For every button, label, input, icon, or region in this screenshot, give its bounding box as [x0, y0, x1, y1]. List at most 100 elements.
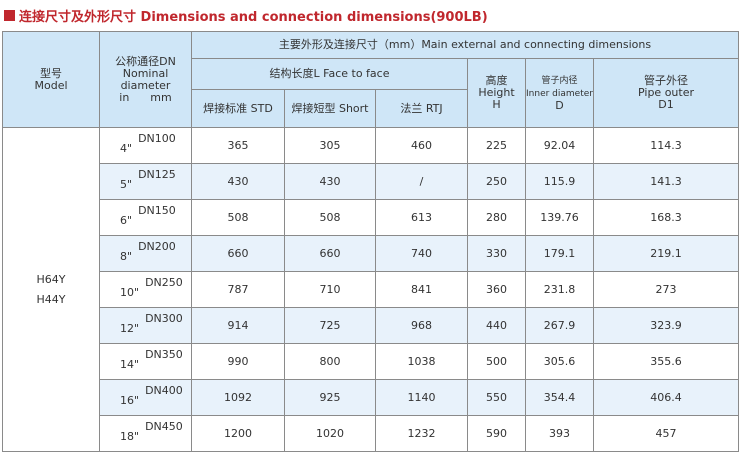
rtj-cell: 460 [375, 127, 468, 164]
std-cell: 787 [191, 271, 285, 308]
height-header-sym: H [492, 98, 501, 111]
short-cell: 800 [284, 343, 376, 380]
outer-diameter-cell: 141.3 [593, 163, 739, 200]
dn-value: DN250 [145, 275, 183, 289]
inner-diameter-header-en: Inner diameter [526, 89, 593, 99]
square-bullet-icon [4, 9, 15, 21]
dn-cell: 14" DN350 [99, 343, 192, 380]
model-name: H44Y [36, 292, 66, 306]
std-cell: 660 [191, 235, 285, 272]
dn-header-cn: 公称通径DN [115, 54, 176, 68]
table-row: 8" DN200 660 660 740 330 179.1 219.1 [3, 235, 739, 272]
outer-diameter-cell: 457 [593, 415, 739, 452]
table-row: 6" DN150 508 508 613 280 139.76 168.3 [3, 199, 739, 236]
inner-diameter-cell: 139.76 [525, 199, 594, 236]
std-cell: 990 [191, 343, 285, 380]
height-cell: 360 [467, 271, 526, 308]
inch-value: 8" [120, 249, 133, 263]
inner-diameter-header-sym: D [555, 99, 564, 112]
inner-diameter-header-cn: 管子内径 [541, 76, 578, 86]
dn-cell: 18" DN450 [99, 415, 192, 452]
height-cell: 500 [467, 343, 526, 380]
rtj-header: 法兰 RTJ [375, 89, 468, 128]
height-cell: 590 [467, 415, 526, 452]
dn-cell: 12" DN300 [99, 307, 192, 344]
inch-value: 6" [120, 213, 133, 227]
outer-diameter-cell: 406.4 [593, 379, 739, 416]
table-row: H64Y H44Y 4"DN100 365 305 460 225 92.04 … [2, 127, 739, 452]
outer-diameter-cell: 219.1 [593, 235, 739, 272]
dn-value: DN400 [145, 383, 183, 397]
inner-diameter-header: 管子内径 Inner diameter D [525, 58, 594, 128]
outer-diameter-cell: 168.3 [593, 199, 739, 236]
dn-cell: 5" DN125 [99, 163, 192, 200]
dn-header: 公称通径DN Nominal diameter in mm [99, 31, 192, 128]
dn-value: DN200 [138, 239, 176, 253]
outer-diameter-cell: 355.6 [593, 343, 739, 380]
dn-value: DN100 [138, 131, 176, 145]
inner-diameter-cell: 305.6 [525, 343, 594, 380]
height-cell: 330 [467, 235, 526, 272]
header-row-1: 型号 Model 公称通径DN Nominal diameter in mm 主… [2, 31, 739, 128]
outer-diameter-header-sym: D1 [658, 98, 674, 111]
table-row: 10" DN250 787 710 841 360 231.8 273 [3, 271, 739, 308]
short-cell: 1020 [284, 415, 376, 452]
outer-diameter-header-en: Pipe outer [638, 86, 694, 99]
height-cell: 225 [467, 127, 526, 164]
height-cell: 250 [467, 163, 526, 200]
dn-value: DN125 [138, 167, 176, 181]
height-header: 高度 Height H [467, 58, 526, 128]
dn-value: DN350 [145, 347, 183, 361]
rtj-cell: 841 [375, 271, 468, 308]
inch-value: 16" [120, 393, 140, 407]
inch-value: 14" [120, 357, 140, 371]
dn-header-en2: diameter [120, 78, 171, 92]
short-header: 焊接短型 Short [284, 89, 376, 128]
main-dimensions-header: 主要外形及连接尺寸（mm）Main external and connectin… [191, 31, 739, 59]
table-row: 16" DN400 1092 925 1140 550 354.4 406.4 [3, 379, 739, 416]
dn-value: DN450 [145, 419, 183, 433]
dn-cell: 16" DN400 [99, 379, 192, 416]
rtj-cell: 1038 [375, 343, 468, 380]
outer-diameter-cell: 323.9 [593, 307, 739, 344]
inch-value: 5" [120, 177, 133, 191]
model-header: 型号 Model [2, 31, 100, 128]
std-cell: 1200 [191, 415, 285, 452]
face-to-face-header: 结构长度L Face to face [191, 58, 468, 90]
inch-value: 4" [120, 141, 133, 155]
rtj-cell: 968 [375, 307, 468, 344]
table-row: 12" DN300 914 725 968 440 267.9 323.9 [3, 307, 739, 344]
dimensions-table: 型号 Model 公称通径DN Nominal diameter in mm 主… [2, 31, 739, 452]
inner-diameter-cell: 267.9 [525, 307, 594, 344]
dn-cell: 6" DN150 [99, 199, 192, 236]
model-cell: H64Y H44Y [2, 127, 100, 452]
short-cell: 710 [284, 271, 376, 308]
inch-value: 10" [120, 285, 140, 299]
inner-diameter-cell: 231.8 [525, 271, 594, 308]
outer-diameter-cell: 273 [593, 271, 739, 308]
dn-header-en3: in mm [119, 90, 172, 104]
table-row: 14" DN350 990 800 1038 500 305.6 355.6 [3, 343, 739, 380]
dn-header-en1: Nominal [122, 66, 169, 80]
std-cell: 430 [191, 163, 285, 200]
outer-diameter-header-cn: 管子外径 [644, 74, 688, 87]
short-cell: 430 [284, 163, 376, 200]
dn-cell: 8" DN200 [99, 235, 192, 272]
rtj-cell: 1232 [375, 415, 468, 452]
table-row: 18" DN450 1200 1020 1232 590 393 457 [3, 415, 739, 452]
dn-value: DN300 [145, 311, 183, 325]
model-header-en: Model [34, 78, 68, 92]
inch-value: 12" [120, 321, 140, 335]
dn-cell: 10" DN250 [99, 271, 192, 308]
table-title-text: 连接尺寸及外形尺寸 Dimensions and connection dime… [19, 9, 488, 25]
inch-value: 18" [120, 429, 140, 443]
rtj-cell: / [375, 163, 468, 200]
height-header-en: Height [478, 86, 515, 99]
short-cell: 508 [284, 199, 376, 236]
inner-diameter-cell: 115.9 [525, 163, 594, 200]
dn-cell: 4" DN100 [99, 127, 192, 164]
model-header-cn: 型号 [40, 66, 62, 80]
short-cell: 725 [284, 307, 376, 344]
std-cell: 1092 [191, 379, 285, 416]
std-cell: 914 [191, 307, 285, 344]
